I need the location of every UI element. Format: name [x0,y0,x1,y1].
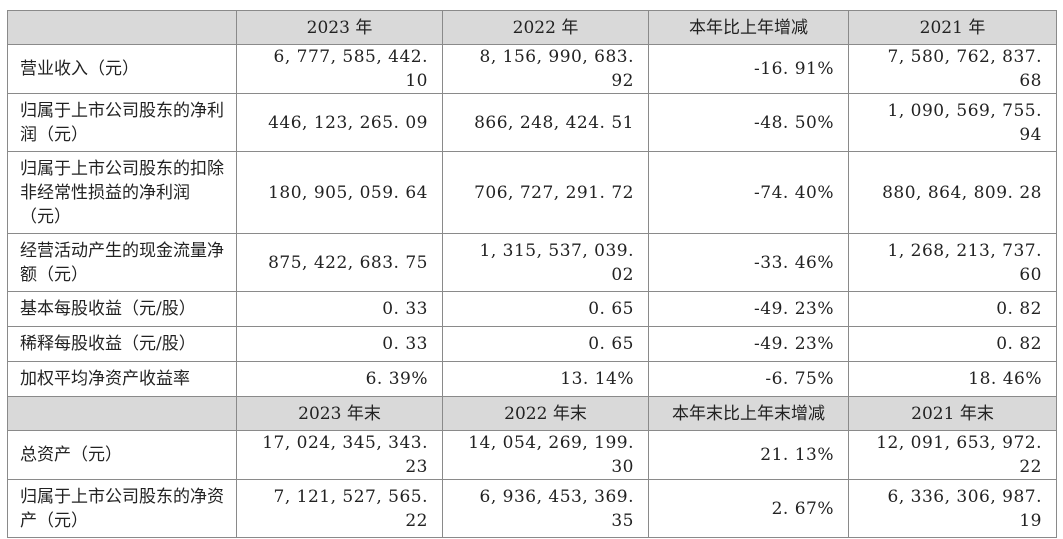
cell-2021: 1, 090, 569, 755. 94 [848,93,1057,152]
table-row: 归属于上市公司股东的扣除非经常性损益的净利润（元） 180, 905, 059.… [7,151,1057,234]
cell-change: -16. 91% [648,44,849,94]
cell-2021-end: 6, 336, 306, 987. 19 [848,479,1057,538]
header-cell-2021-end: 2021 年末 [848,396,1057,431]
cell-2023: 875, 422, 683. 75 [236,233,443,292]
table-row: 归属于上市公司股东的净利润（元） 446, 123, 265. 09 866, … [7,93,1057,152]
cell-2023-end: 17, 024, 345, 343. 23 [236,430,443,480]
table-row: 营业收入（元） 6, 777, 585, 442. 10 8, 156, 990… [7,44,1057,94]
table-header-row: 2023 年末 2022 年末 本年末比上年末增减 2021 年末 [7,396,1057,431]
header-cell-2022-end: 2022 年末 [442,396,649,431]
cell-2022: 1, 315, 537, 039. 02 [442,233,649,292]
cell-2021: 0. 82 [848,291,1057,327]
cell-2022: 13. 14% [442,361,649,397]
row-label: 营业收入（元） [7,44,237,94]
cell-2022-end: 14, 054, 269, 199. 30 [442,430,649,480]
cell-2023: 0. 33 [236,291,443,327]
cell-2022: 706, 727, 291. 72 [442,151,649,234]
header-cell-2023-end: 2023 年末 [236,396,443,431]
row-label: 归属于上市公司股东的净资产（元） [7,479,237,538]
cell-2021: 18. 46% [848,361,1057,397]
header-cell-empty [7,396,237,431]
header-cell-2021: 2021 年 [848,10,1057,45]
cell-change: 2. 67% [648,479,849,538]
header-cell-change-end: 本年末比上年末增减 [648,396,849,431]
row-label: 经营活动产生的现金流量净额（元） [7,233,237,292]
cell-2021: 880, 864, 809. 28 [848,151,1057,234]
cell-2023: 6, 777, 585, 442. 10 [236,44,443,94]
financial-summary-table: 2023 年 2022 年 本年比上年增减 2021 年 营业收入（元） 6, … [7,10,1057,538]
header-cell-empty [7,10,237,45]
cell-2021: 1, 268, 213, 737. 60 [848,233,1057,292]
cell-2023: 0. 33 [236,326,443,362]
cell-2023: 180, 905, 059. 64 [236,151,443,234]
header-cell-2022: 2022 年 [442,10,649,45]
cell-2022: 866, 248, 424. 51 [442,93,649,152]
cell-change: 21. 13% [648,430,849,480]
cell-2021-end: 12, 091, 653, 972. 22 [848,430,1057,480]
table-row: 稀释每股收益（元/股） 0. 33 0. 65 -49. 23% 0. 82 [7,326,1057,362]
table-row: 加权平均净资产收益率 6. 39% 13. 14% -6. 75% 18. 46… [7,361,1057,397]
table-row: 基本每股收益（元/股） 0. 33 0. 65 -49. 23% 0. 82 [7,291,1057,327]
header-cell-change: 本年比上年增减 [648,10,849,45]
cell-2022: 0. 65 [442,326,649,362]
table-row: 归属于上市公司股东的净资产（元） 7, 121, 527, 565. 22 6,… [7,479,1057,538]
header-cell-2023: 2023 年 [236,10,443,45]
cell-change: -74. 40% [648,151,849,234]
cell-change: -33. 46% [648,233,849,292]
cell-change: -6. 75% [648,361,849,397]
table-row: 经营活动产生的现金流量净额（元） 875, 422, 683. 75 1, 31… [7,233,1057,292]
cell-change: -49. 23% [648,291,849,327]
table-row: 总资产（元） 17, 024, 345, 343. 23 14, 054, 26… [7,430,1057,480]
row-label: 稀释每股收益（元/股） [7,326,237,362]
cell-2023: 6. 39% [236,361,443,397]
table-header-row: 2023 年 2022 年 本年比上年增减 2021 年 [7,10,1057,45]
cell-2022-end: 6, 936, 453, 369. 35 [442,479,649,538]
row-label: 总资产（元） [7,430,237,480]
row-label: 归属于上市公司股东的净利润（元） [7,93,237,152]
cell-2021: 0. 82 [848,326,1057,362]
cell-2022: 0. 65 [442,291,649,327]
cell-2023-end: 7, 121, 527, 565. 22 [236,479,443,538]
row-label: 归属于上市公司股东的扣除非经常性损益的净利润（元） [7,151,237,234]
cell-2021: 7, 580, 762, 837. 68 [848,44,1057,94]
cell-2022: 8, 156, 990, 683. 92 [442,44,649,94]
row-label: 基本每股收益（元/股） [7,291,237,327]
row-label: 加权平均净资产收益率 [7,361,237,397]
cell-2023: 446, 123, 265. 09 [236,93,443,152]
cell-change: -49. 23% [648,326,849,362]
cell-change: -48. 50% [648,93,849,152]
